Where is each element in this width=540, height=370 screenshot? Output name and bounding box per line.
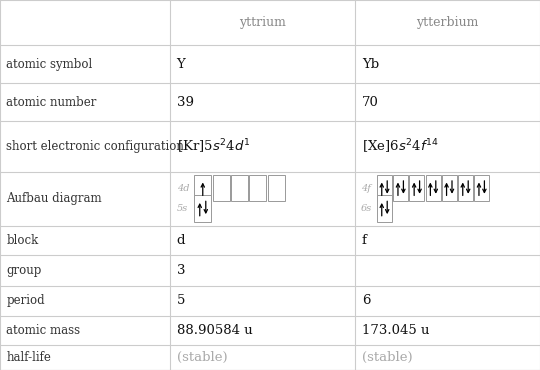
FancyBboxPatch shape <box>458 175 473 201</box>
FancyBboxPatch shape <box>409 175 424 201</box>
FancyBboxPatch shape <box>393 175 408 201</box>
Text: Aufbau diagram: Aufbau diagram <box>6 192 102 205</box>
Text: 6s: 6s <box>361 204 372 213</box>
Text: [Xe]6$s^2$4$f^{14}$: [Xe]6$s^2$4$f^{14}$ <box>362 138 439 156</box>
FancyBboxPatch shape <box>474 175 489 201</box>
Text: atomic symbol: atomic symbol <box>6 58 93 71</box>
Text: 4d: 4d <box>177 184 189 193</box>
Text: Yb: Yb <box>362 58 379 71</box>
Text: atomic mass: atomic mass <box>6 324 80 337</box>
Text: half-life: half-life <box>6 351 51 364</box>
Text: atomic number: atomic number <box>6 96 97 109</box>
FancyBboxPatch shape <box>377 195 392 222</box>
Text: 70: 70 <box>362 96 379 109</box>
Text: short electronic configuration: short electronic configuration <box>6 140 184 153</box>
Text: block: block <box>6 234 39 247</box>
Text: ytterbium: ytterbium <box>416 16 479 29</box>
FancyBboxPatch shape <box>442 175 457 201</box>
Text: d: d <box>177 234 185 247</box>
Text: period: period <box>6 294 45 307</box>
FancyBboxPatch shape <box>249 175 266 201</box>
FancyBboxPatch shape <box>377 175 392 201</box>
Text: 5s: 5s <box>177 204 188 213</box>
FancyBboxPatch shape <box>194 195 211 222</box>
Text: 6: 6 <box>362 294 370 307</box>
Text: 3: 3 <box>177 264 185 277</box>
Text: yttrium: yttrium <box>239 16 286 29</box>
FancyBboxPatch shape <box>268 175 285 201</box>
FancyBboxPatch shape <box>213 175 230 201</box>
Text: group: group <box>6 264 42 277</box>
Text: (stable): (stable) <box>177 351 227 364</box>
Text: 173.045 u: 173.045 u <box>362 324 429 337</box>
Text: f: f <box>362 234 367 247</box>
Text: (stable): (stable) <box>362 351 413 364</box>
FancyBboxPatch shape <box>194 175 211 201</box>
Text: 39: 39 <box>177 96 193 109</box>
Text: Y: Y <box>177 58 185 71</box>
Text: [Kr]5$s^2$4$d^1$: [Kr]5$s^2$4$d^1$ <box>177 138 250 156</box>
FancyBboxPatch shape <box>231 175 248 201</box>
Text: 88.90584 u: 88.90584 u <box>177 324 252 337</box>
FancyBboxPatch shape <box>426 175 441 201</box>
Text: 4f: 4f <box>361 184 370 193</box>
Text: 5: 5 <box>177 294 185 307</box>
